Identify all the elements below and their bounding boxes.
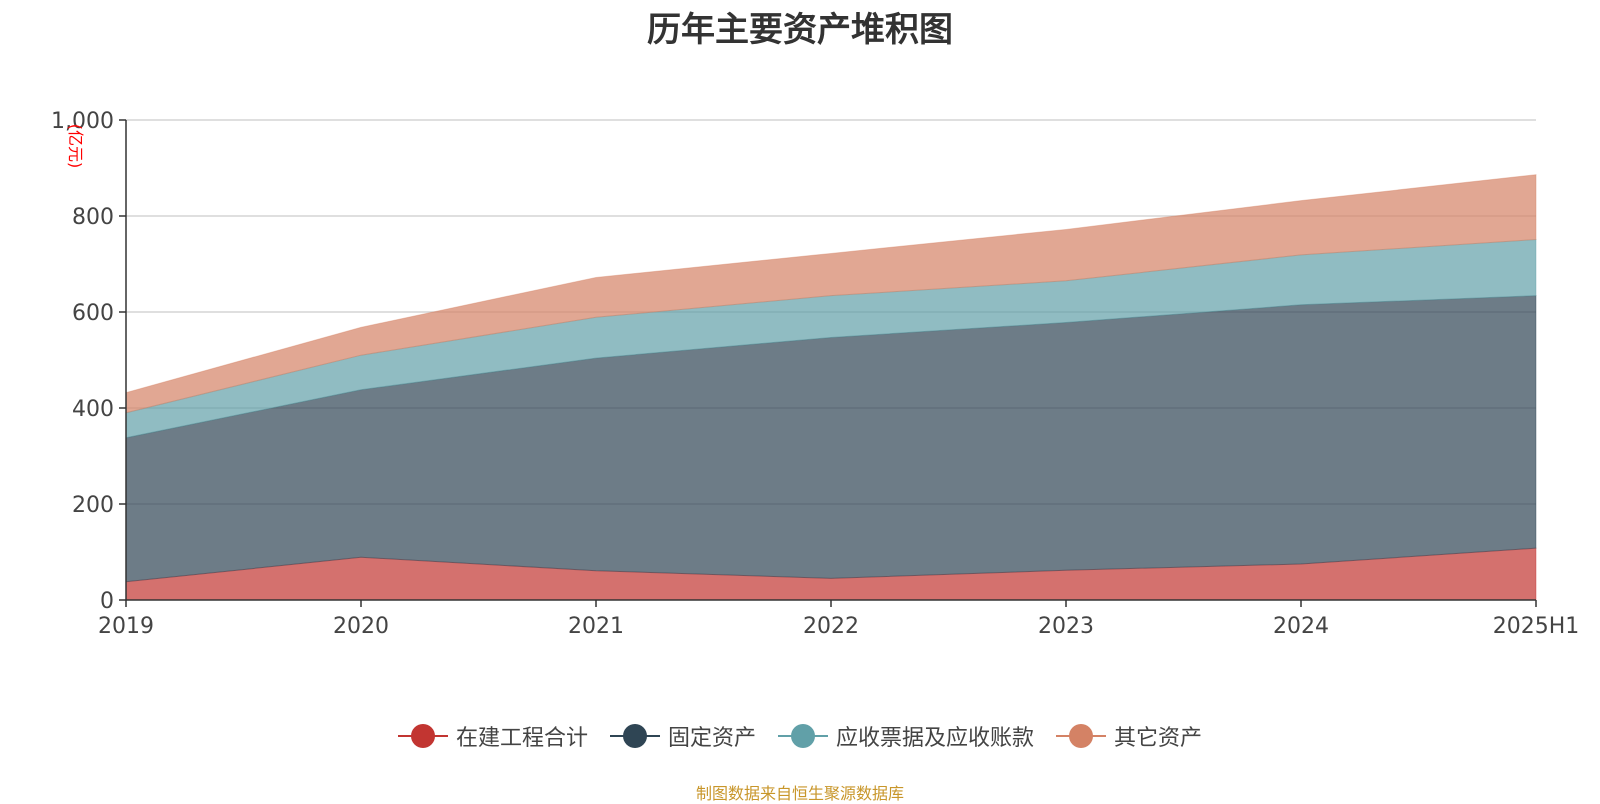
source-note: 制图数据来自恒生聚源数据库 — [695, 784, 904, 803]
legend-marker-icon — [397, 724, 448, 748]
legend-item-in-construction[interactable]: 在建工程合计 — [397, 720, 588, 752]
legend-marker-icon — [778, 724, 828, 748]
y-tick-label: 800 — [72, 205, 114, 230]
y-tick-label: 400 — [72, 397, 114, 422]
chart-title: 历年主要资产堆积图 — [647, 10, 953, 50]
area-series-4 — [125, 174, 1537, 414]
x-tick-label: 2024 — [1273, 614, 1329, 639]
x-tick-label: 2023 — [1038, 614, 1094, 639]
y-axis-unit-label: (亿元) — [66, 124, 85, 169]
legend-item-receivables[interactable]: 应收票据及应收账款 — [778, 720, 1034, 752]
x-tick-label: 2022 — [803, 614, 859, 639]
x-tick-label: 2025H1 — [1493, 614, 1580, 639]
legend-marker-icon — [1056, 724, 1107, 748]
legend-marker-icon — [609, 724, 660, 748]
x-tick-label: 2021 — [568, 614, 624, 639]
y-tick-label: 0 — [100, 589, 114, 614]
legend-label: 应收票据及应收账款 — [836, 726, 1035, 751]
y-tick-label: 600 — [72, 301, 114, 326]
legend-item-fixed-assets[interactable]: 固定资产 — [609, 720, 756, 752]
y-tick-label: 200 — [72, 493, 114, 518]
chart-legend: 在建工程合计 固定资产 应收票据及应收账款 其它资产 — [0, 720, 1600, 752]
x-tick-label: 2020 — [333, 614, 389, 639]
legend-label: 其它资产 — [1114, 726, 1203, 751]
area-series-2 — [125, 295, 1537, 583]
x-tick-label: 2019 — [98, 614, 154, 639]
y-tick-label: 1,000 — [51, 109, 114, 134]
legend-item-other-assets[interactable]: 其它资产 — [1056, 720, 1202, 752]
legend-label: 固定资产 — [667, 726, 756, 751]
legend-label: 在建工程合计 — [455, 726, 588, 751]
